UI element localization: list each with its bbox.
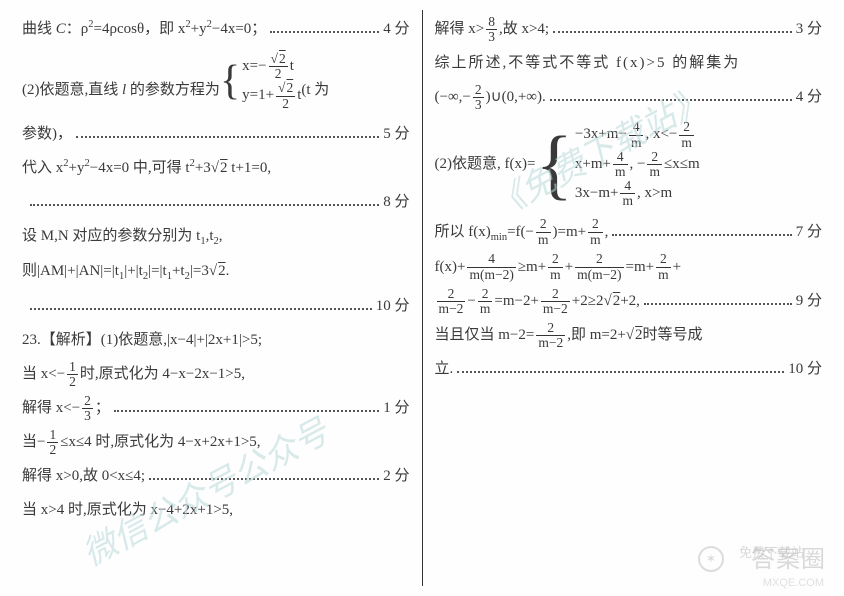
- points-label: 10 分: [376, 291, 410, 321]
- solution-line: 参数)， 5 分: [22, 119, 410, 149]
- solution-line: 当且仅当 m−2=2m−2,即 m=2+√2时等号成: [435, 320, 823, 350]
- solution-line: 设 M,N 对应的参数分别为 t1,t2,: [22, 221, 410, 252]
- math-text: 当且仅当 m−2=2m−2,即 m=2+√2时等号成: [435, 320, 703, 350]
- points-label: 10 分: [788, 354, 822, 384]
- brace-system: { x=−√22t y=1+√22t: [220, 52, 301, 111]
- brace-content: −3x+m−4m, x<−2m x+m+4m, −2m≤x≤m 3x−m+4m,…: [575, 120, 700, 208]
- left-brace-icon: {: [220, 52, 240, 111]
- solution-line: 当 x<−12时,原式化为 4−x−2x−1>5,: [22, 359, 410, 389]
- solution-line: 解得 x>0,故 0<x≤4; 2 分: [22, 461, 410, 491]
- solution-line: (−∞,−23)∪(0,+∞). 4 分: [435, 82, 823, 112]
- left-brace-icon: {: [535, 120, 572, 208]
- math-text: [22, 291, 26, 321]
- math-text: 所以 f(x)min=f(−2m)=m+2m,: [435, 217, 609, 248]
- math-text: 代入 x2+y2−4x=0 中,可得 t2+3√2 t+1=0,: [22, 153, 271, 183]
- brace-system: { −3x+m−4m, x<−2m x+m+4m, −2m≤x≤m 3x−m+4…: [535, 120, 699, 208]
- points-label: 9 分: [796, 286, 822, 316]
- leader-dots: [270, 21, 379, 34]
- leader-dots: [30, 297, 372, 310]
- math-text: 参数)，: [22, 119, 72, 149]
- solution-line: 解得 x>83,故 x>4; 3 分: [435, 14, 823, 44]
- math-text: 立.: [435, 354, 454, 384]
- math-text: 当 x>4 时,原式化为 x−4+2x+1>5,: [22, 495, 233, 525]
- math-text: 设 M,N 对应的参数分别为 t1,t2,: [22, 221, 223, 252]
- math-text: 当−12≤x≤4 时,原式化为 4−x+2x+1>5,: [22, 427, 261, 457]
- leader-dots: [644, 292, 792, 305]
- math-text: (−∞,−23)∪(0,+∞).: [435, 82, 546, 112]
- math-text: f(x)+4m(m−2)≥m+2m+2m(m−2)=m+2m+: [435, 252, 682, 282]
- points-label: 5 分: [383, 119, 409, 149]
- solution-line: 当 x>4 时,原式化为 x−4+2x+1>5,: [22, 495, 410, 525]
- points-label: 4 分: [796, 82, 822, 112]
- solution-line: 23.【解析】(1)依题意,|x−4|+|2x+1|>5;: [22, 325, 410, 355]
- math-text: [22, 187, 26, 217]
- equation-row: y=1+√22t: [242, 81, 301, 110]
- footer-badge-icon: ✶: [698, 546, 724, 572]
- leader-dots: [30, 193, 379, 206]
- equation-row: −3x+m−4m, x<−2m: [575, 120, 700, 149]
- equation-row: 3x−m+4m, x>m: [575, 179, 700, 208]
- brace-content: x=−√22t y=1+√22t: [242, 52, 301, 111]
- leader-dots: [76, 125, 379, 138]
- leader-dots: [149, 468, 379, 481]
- math-text: (t 为: [301, 75, 329, 105]
- solution-line: 综上所述,不等式不等式 f(x)>5 的解集为: [435, 48, 823, 78]
- leader-dots: [114, 399, 379, 412]
- solution-line: 解得 x<−23； 1 分: [22, 393, 410, 423]
- math-text: (2)依题意,直线 l 的参数方程为: [22, 75, 220, 105]
- math-text: 解得 x>83,故 x>4;: [435, 14, 550, 44]
- points-label: 8 分: [383, 187, 409, 217]
- leader-dots: [457, 361, 784, 374]
- leader-dots: [612, 223, 791, 236]
- solution-line: f(x)+4m(m−2)≥m+2m+2m(m−2)=m+2m+: [435, 252, 823, 282]
- solution-line: 所以 f(x)min=f(−2m)=m+2m, 7 分: [435, 217, 823, 248]
- solution-line: (2)依题意, f(x)= { −3x+m−4m, x<−2m x+m+4m, …: [435, 116, 823, 212]
- math-text: 解得 x>0,故 0<x≤4;: [22, 461, 145, 491]
- math-text: 当 x<−12时,原式化为 4−x−2x−1>5,: [22, 359, 245, 389]
- math-text: 2m−2−2m=m−2+2m−2+2≥2√2+2,: [435, 286, 640, 316]
- column-divider: [422, 10, 423, 586]
- math-text: 则|AM|+|AN|=|t1|+|t2|=|t1+t2|=3√2.: [22, 256, 229, 287]
- solution-line: 则|AM|+|AN|=|t1|+|t2|=|t1+t2|=3√2.: [22, 256, 410, 287]
- math-text: 解得 x<−23；: [22, 393, 110, 423]
- points-label: 4 分: [383, 14, 409, 44]
- solution-line: 8 分: [22, 187, 410, 217]
- points-label: 7 分: [796, 217, 822, 247]
- solution-line: 2m−2−2m=m−2+2m−2+2≥2√2+2, 9 分: [435, 286, 823, 316]
- points-label: 1 分: [383, 393, 409, 423]
- math-text: 曲线 C：ρ2=4ρcosθ，即 x2+y2−4x=0；: [22, 14, 266, 44]
- solution-line: 立. 10 分: [435, 354, 823, 384]
- points-label: 2 分: [383, 461, 409, 491]
- right-column: 解得 x>83,故 x>4; 3 分 综上所述,不等式不等式 f(x)>5 的解…: [427, 10, 831, 586]
- math-text: 综上所述,不等式不等式 f(x)>5 的解集为: [435, 48, 741, 78]
- footer-url-text: MXQE.COM: [763, 572, 824, 594]
- leader-dots: [553, 21, 792, 34]
- solution-line: 10 分: [22, 291, 410, 321]
- solution-line: 曲线 C：ρ2=4ρcosθ，即 x2+y2−4x=0； 4 分: [22, 14, 410, 44]
- solution-line: (2)依题意,直线 l 的参数方程为 { x=−√22t y=1+√22t (t…: [22, 48, 410, 115]
- two-column-layout: 曲线 C：ρ2=4ρcosθ，即 x2+y2−4x=0； 4 分 (2)依题意,…: [14, 10, 830, 586]
- left-column: 曲线 C：ρ2=4ρcosθ，即 x2+y2−4x=0； 4 分 (2)依题意,…: [14, 10, 418, 586]
- solution-line: 当−12≤x≤4 时,原式化为 4−x+2x+1>5,: [22, 427, 410, 457]
- equation-row: x=−√22t: [242, 52, 301, 81]
- solution-line: 代入 x2+y2−4x=0 中,可得 t2+3√2 t+1=0,: [22, 153, 410, 183]
- points-label: 3 分: [796, 14, 822, 44]
- equation-row: x+m+4m, −2m≤x≤m: [575, 150, 700, 179]
- math-text: 23.【解析】(1)依题意,|x−4|+|2x+1|>5;: [22, 325, 262, 355]
- leader-dots: [550, 89, 792, 102]
- math-text: (2)依题意, f(x)=: [435, 149, 536, 179]
